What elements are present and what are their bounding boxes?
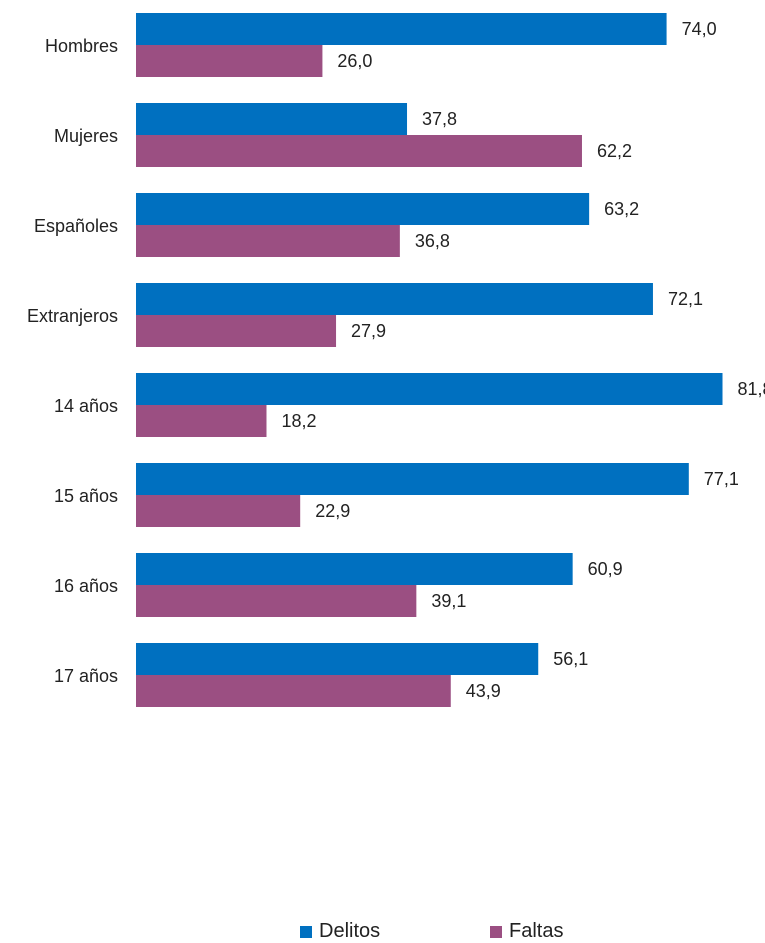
bar-delitos-16-años bbox=[136, 553, 573, 585]
bar-faltas-españoles bbox=[136, 225, 400, 257]
legend: Delitos Faltas bbox=[0, 920, 765, 942]
bar-faltas-extranjeros bbox=[136, 315, 337, 347]
category-label-15-años: 15 años bbox=[54, 486, 118, 506]
bar-delitos-hombres bbox=[136, 13, 667, 45]
value-label-delitos-17-años: 56,1 bbox=[553, 649, 588, 669]
value-label-delitos-extranjeros: 72,1 bbox=[668, 289, 703, 309]
bar-delitos-españoles bbox=[136, 193, 590, 225]
legend-swatch-faltas bbox=[490, 925, 502, 938]
legend-label-delitos: Delitos bbox=[319, 920, 381, 942]
value-label-delitos-16-años: 60,9 bbox=[588, 559, 623, 579]
value-label-delitos-españoles: 63,2 bbox=[604, 199, 639, 219]
bar-faltas-mujeres bbox=[136, 135, 582, 167]
bar-delitos-mujeres bbox=[136, 103, 408, 135]
value-label-delitos-14-años: 81,8 bbox=[738, 379, 765, 399]
value-label-faltas-17-años: 43,9 bbox=[466, 681, 501, 701]
bar-delitos-15-años bbox=[136, 463, 689, 495]
category-label-16-años: 16 años bbox=[54, 576, 118, 596]
value-label-faltas-16-años: 39,1 bbox=[431, 591, 466, 611]
value-label-delitos-hombres: 74,0 bbox=[682, 19, 717, 39]
legend-swatch-delitos bbox=[300, 925, 312, 938]
category-label-españoles: Españoles bbox=[34, 216, 118, 236]
value-label-faltas-extranjeros: 27,9 bbox=[351, 321, 386, 341]
bar-faltas-hombres bbox=[136, 45, 323, 77]
bar-delitos-extranjeros bbox=[136, 283, 653, 315]
plot-area: Hombres 74,0 26,0 Mujeres 37,8 62,2 Españoles 6… bbox=[27, 13, 765, 707]
legend-item-faltas: Faltas bbox=[490, 920, 563, 943]
bar-faltas-17-años bbox=[136, 675, 451, 707]
category-label-14-años: 14 años bbox=[54, 396, 118, 416]
bar-delitos-14-años bbox=[136, 373, 723, 405]
category-label-17-años: 17 años bbox=[54, 666, 118, 686]
value-label-faltas-14-años: 18,2 bbox=[281, 411, 316, 431]
category-label-mujeres: Mujeres bbox=[54, 126, 118, 146]
value-label-faltas-mujeres: 62,2 bbox=[597, 141, 632, 161]
value-label-delitos-15-años: 77,1 bbox=[704, 469, 739, 489]
value-label-faltas-15-años: 22,9 bbox=[315, 501, 350, 521]
legend-label-faltas: Faltas bbox=[509, 920, 564, 942]
category-label-extranjeros: Extranjeros bbox=[27, 306, 118, 326]
legend-item-delitos: Delitos bbox=[300, 920, 380, 943]
bar-chart: Hombres 74,0 26,0 Mujeres 37,8 62,2 Españoles 6… bbox=[27, 13, 765, 707]
value-label-faltas-españoles: 36,8 bbox=[415, 231, 450, 251]
category-label-hombres: Hombres bbox=[45, 36, 118, 56]
bar-faltas-14-años bbox=[136, 405, 267, 437]
value-label-delitos-mujeres: 37,8 bbox=[422, 109, 457, 129]
bar-faltas-16-años bbox=[136, 585, 417, 617]
bar-faltas-15-años bbox=[136, 495, 301, 527]
bar-delitos-17-años bbox=[136, 643, 539, 675]
value-label-faltas-hombres: 26,0 bbox=[337, 51, 372, 71]
